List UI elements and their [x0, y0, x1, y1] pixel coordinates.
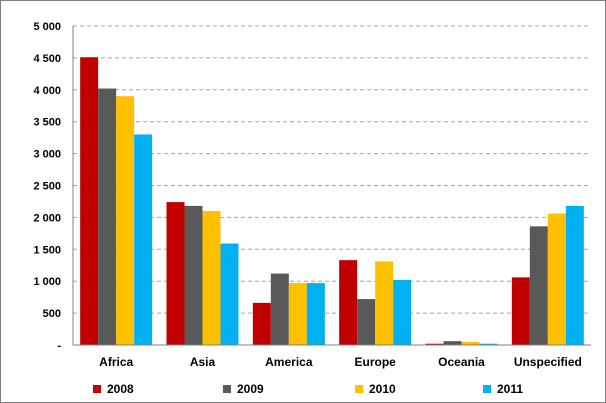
bar-africa-2010	[116, 96, 135, 346]
y-tick-label: 2 000	[33, 212, 61, 224]
legend-label-2008: 2008	[107, 382, 134, 396]
bar-europe-2008	[339, 260, 358, 345]
x-category-label: Unspecified	[514, 355, 582, 369]
legend-label-2010: 2010	[369, 382, 396, 396]
x-category-label: Africa	[99, 355, 133, 369]
bar-europe-2009	[357, 299, 376, 345]
y-tick-label: 2 500	[33, 181, 61, 193]
bar-asia-2009	[184, 205, 203, 345]
bar-africa-2011	[134, 134, 153, 345]
bar-unspecified-2009	[529, 226, 548, 345]
bar-europe-2010	[375, 261, 394, 345]
bar-america-2008	[252, 302, 271, 345]
legend-swatch-2009	[223, 385, 231, 393]
gridlines	[73, 25, 591, 314]
bar-asia-2010	[202, 211, 221, 345]
x-category-label: Oceania	[438, 355, 485, 369]
bar-unspecified-2011	[565, 205, 584, 345]
legend-swatch-2008	[93, 385, 101, 393]
y-tick-label: 5 000	[33, 21, 61, 33]
y-tick-label: -	[57, 340, 61, 352]
bar-oceania-2008	[425, 343, 444, 345]
y-tick-label: 500	[43, 308, 61, 320]
y-tick-label: 1 000	[33, 276, 61, 288]
legend-swatch-2010	[355, 385, 363, 393]
y-tick-label: 4 000	[33, 85, 61, 97]
bar-unspecified-2008	[511, 277, 530, 345]
y-tick-label: 1 500	[33, 244, 61, 256]
bar-africa-2008	[80, 57, 99, 346]
bar-europe-2011	[393, 279, 412, 345]
bar-oceania-2011	[479, 343, 498, 345]
legend-swatch-2011	[483, 385, 491, 393]
bars	[80, 57, 584, 346]
bar-america-2011	[306, 283, 325, 345]
y-tick-label: 3 500	[33, 117, 61, 129]
legend-label-2009: 2009	[237, 382, 264, 396]
y-tick-label: 4 500	[33, 53, 61, 65]
x-category-label: America	[265, 355, 313, 369]
legend: 2008 2009 2010 2011	[93, 382, 523, 396]
bar-oceania-2009	[443, 341, 462, 345]
y-tick-label: 3 000	[33, 149, 61, 161]
legend-label-2011: 2011	[497, 382, 523, 396]
bar-asia-2008	[166, 202, 185, 345]
bar-africa-2009	[98, 88, 117, 346]
x-category-label: Asia	[190, 355, 216, 369]
bar-asia-2011	[220, 243, 239, 345]
axes: - 500 1 000 1 500 2 000 2 500 3 000 3 500 4 000 4…	[33, 21, 591, 369]
x-category-label: Europe	[354, 355, 396, 369]
bar-america-2009	[270, 273, 289, 345]
bar-america-2010	[288, 283, 307, 345]
bar-oceania-2010	[461, 341, 480, 345]
bar-unspecified-2010	[547, 213, 566, 345]
